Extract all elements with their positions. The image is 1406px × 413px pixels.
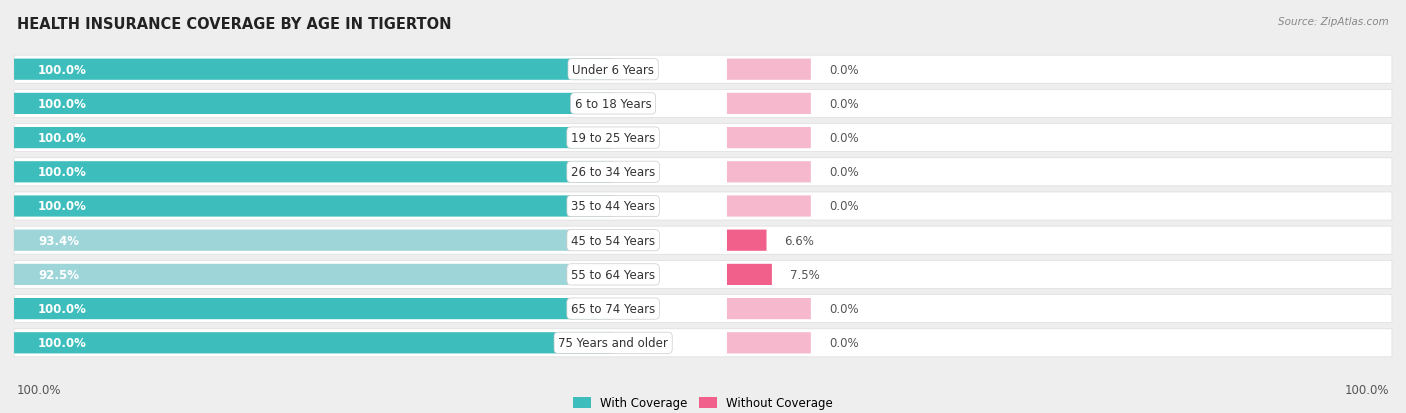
FancyBboxPatch shape bbox=[727, 128, 811, 149]
FancyBboxPatch shape bbox=[14, 159, 1392, 186]
FancyBboxPatch shape bbox=[14, 332, 613, 354]
FancyBboxPatch shape bbox=[14, 227, 1392, 254]
FancyBboxPatch shape bbox=[727, 332, 811, 354]
FancyBboxPatch shape bbox=[14, 298, 613, 319]
FancyBboxPatch shape bbox=[727, 94, 811, 115]
Text: 0.0%: 0.0% bbox=[828, 166, 859, 179]
Text: Under 6 Years: Under 6 Years bbox=[572, 64, 654, 76]
Text: 100.0%: 100.0% bbox=[38, 200, 87, 213]
FancyBboxPatch shape bbox=[14, 162, 613, 183]
FancyBboxPatch shape bbox=[727, 196, 811, 217]
Text: HEALTH INSURANCE COVERAGE BY AGE IN TIGERTON: HEALTH INSURANCE COVERAGE BY AGE IN TIGE… bbox=[17, 17, 451, 31]
Text: 100.0%: 100.0% bbox=[38, 166, 87, 179]
Text: 26 to 34 Years: 26 to 34 Years bbox=[571, 166, 655, 179]
Text: 7.5%: 7.5% bbox=[790, 268, 820, 281]
Text: 55 to 64 Years: 55 to 64 Years bbox=[571, 268, 655, 281]
Text: 19 to 25 Years: 19 to 25 Years bbox=[571, 132, 655, 145]
FancyBboxPatch shape bbox=[14, 124, 1392, 152]
Text: 0.0%: 0.0% bbox=[828, 200, 859, 213]
Text: 0.0%: 0.0% bbox=[828, 337, 859, 349]
Text: 45 to 54 Years: 45 to 54 Years bbox=[571, 234, 655, 247]
FancyBboxPatch shape bbox=[14, 90, 1392, 118]
FancyBboxPatch shape bbox=[14, 59, 613, 81]
FancyBboxPatch shape bbox=[727, 59, 811, 81]
Text: 92.5%: 92.5% bbox=[38, 268, 79, 281]
FancyBboxPatch shape bbox=[14, 295, 1392, 323]
FancyBboxPatch shape bbox=[14, 329, 1392, 357]
Legend: With Coverage, Without Coverage: With Coverage, Without Coverage bbox=[568, 392, 838, 413]
Text: 0.0%: 0.0% bbox=[828, 302, 859, 316]
Text: 100.0%: 100.0% bbox=[38, 132, 87, 145]
Text: 100.0%: 100.0% bbox=[38, 302, 87, 316]
Text: 0.0%: 0.0% bbox=[828, 97, 859, 111]
Text: 75 Years and older: 75 Years and older bbox=[558, 337, 668, 349]
FancyBboxPatch shape bbox=[14, 230, 574, 251]
FancyBboxPatch shape bbox=[727, 230, 766, 251]
FancyBboxPatch shape bbox=[727, 264, 772, 285]
FancyBboxPatch shape bbox=[14, 192, 1392, 221]
Text: 0.0%: 0.0% bbox=[828, 132, 859, 145]
Text: Source: ZipAtlas.com: Source: ZipAtlas.com bbox=[1278, 17, 1389, 26]
Text: 6 to 18 Years: 6 to 18 Years bbox=[575, 97, 651, 111]
Text: 35 to 44 Years: 35 to 44 Years bbox=[571, 200, 655, 213]
Text: 100.0%: 100.0% bbox=[17, 384, 62, 396]
Text: 100.0%: 100.0% bbox=[38, 64, 87, 76]
FancyBboxPatch shape bbox=[727, 298, 811, 319]
FancyBboxPatch shape bbox=[14, 196, 613, 217]
Text: 6.6%: 6.6% bbox=[785, 234, 814, 247]
Text: 100.0%: 100.0% bbox=[1344, 384, 1389, 396]
FancyBboxPatch shape bbox=[14, 94, 613, 115]
Text: 0.0%: 0.0% bbox=[828, 64, 859, 76]
FancyBboxPatch shape bbox=[14, 261, 1392, 289]
Text: 100.0%: 100.0% bbox=[38, 97, 87, 111]
Text: 93.4%: 93.4% bbox=[38, 234, 79, 247]
FancyBboxPatch shape bbox=[727, 162, 811, 183]
FancyBboxPatch shape bbox=[14, 56, 1392, 84]
FancyBboxPatch shape bbox=[14, 264, 568, 285]
FancyBboxPatch shape bbox=[14, 128, 613, 149]
Text: 100.0%: 100.0% bbox=[38, 337, 87, 349]
Text: 65 to 74 Years: 65 to 74 Years bbox=[571, 302, 655, 316]
